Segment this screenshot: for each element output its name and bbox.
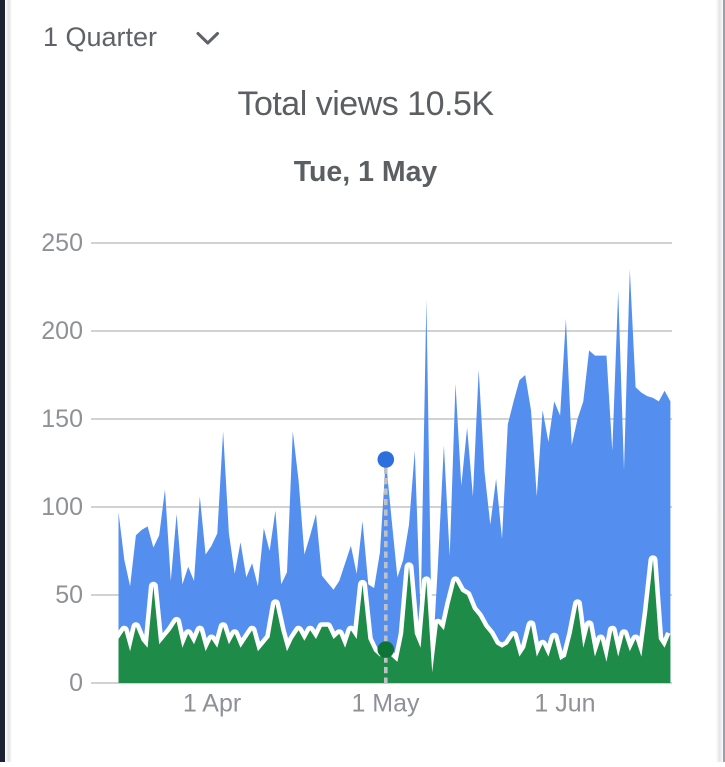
svg-text:100: 100: [41, 493, 83, 521]
svg-text:0: 0: [69, 669, 83, 697]
svg-text:50: 50: [55, 581, 83, 609]
svg-text:200: 200: [41, 317, 83, 345]
svg-text:1 Jun: 1 Jun: [534, 690, 595, 718]
svg-text:1 May: 1 May: [351, 690, 420, 718]
svg-text:150: 150: [41, 405, 83, 433]
svg-text:1 Apr: 1 Apr: [183, 690, 241, 718]
svg-text:250: 250: [41, 229, 83, 257]
